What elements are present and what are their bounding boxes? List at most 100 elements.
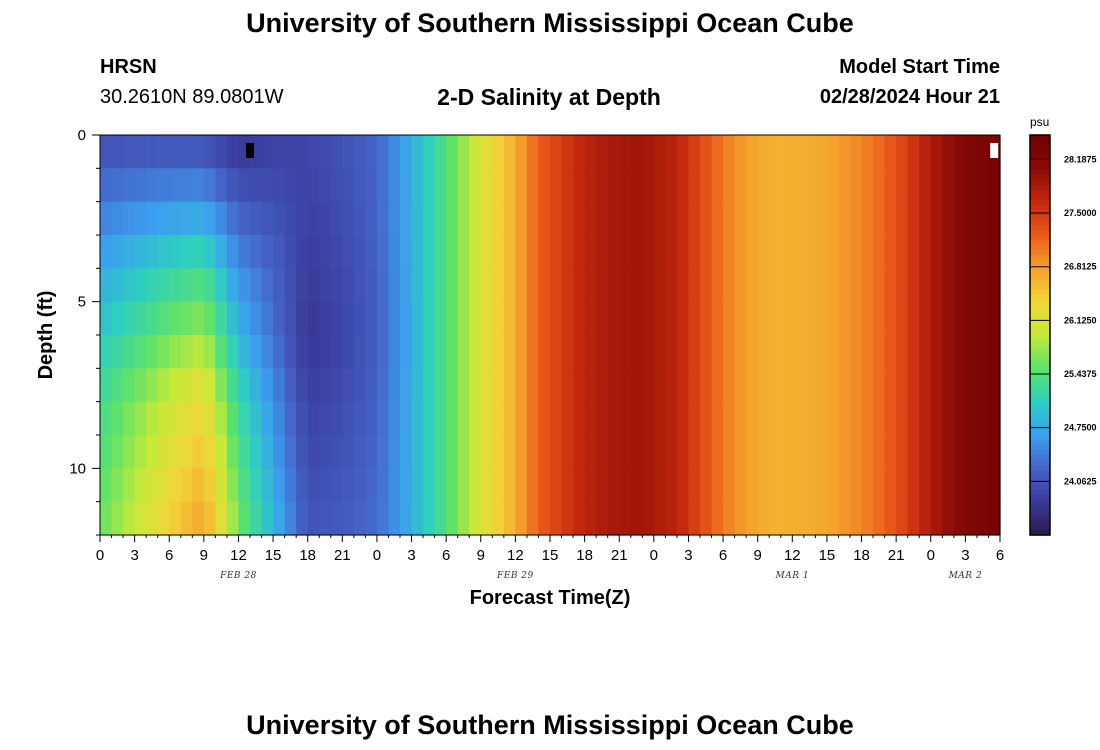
heatmap-cell (353, 368, 366, 403)
heatmap-cell (550, 235, 563, 269)
heatmap-cell (734, 201, 747, 236)
heatmap-cell (734, 335, 747, 369)
heatmap-cell (284, 301, 297, 336)
heatmap-cell (319, 235, 332, 269)
heatmap-cell (215, 468, 228, 503)
heatmap-cell (400, 201, 413, 236)
heatmap-cell (769, 468, 782, 503)
heatmap-cell (388, 268, 401, 303)
heatmap-cell (700, 268, 713, 303)
heatmap-cell (307, 368, 320, 403)
colorbar-band (1030, 145, 1050, 151)
heatmap-cell (988, 501, 1001, 536)
colorbar-unit: psu (1030, 115, 1049, 129)
heatmap-cell (642, 201, 655, 236)
heatmap-cell (284, 201, 297, 236)
heatmap-marker (246, 143, 254, 158)
heatmap-cell (711, 235, 724, 269)
heatmap-cell (953, 401, 966, 436)
heatmap-cell (953, 301, 966, 336)
heatmap-cell (388, 401, 401, 436)
heatmap-cell (607, 268, 620, 303)
heatmap-cell (492, 201, 505, 236)
heatmap-cell (353, 435, 366, 469)
heatmap-cell (642, 135, 655, 169)
heatmap-cell (561, 468, 574, 503)
heatmap-cell (492, 235, 505, 269)
heatmap-cell (146, 401, 159, 436)
heatmap-cell (665, 201, 678, 236)
heatmap-cell (146, 468, 159, 503)
heatmap-cell (169, 501, 182, 536)
heatmap-cell (180, 335, 193, 369)
heatmap-cell (100, 135, 113, 169)
heatmap-cell (503, 135, 516, 169)
heatmap-cell (100, 268, 113, 303)
heatmap-cell (330, 201, 343, 236)
heatmap-cell (676, 368, 690, 403)
heatmap-cell (596, 435, 609, 469)
heatmap-cell (284, 401, 297, 436)
heatmap-cell (342, 235, 355, 269)
heatmap-cell (434, 501, 447, 536)
colorbar-band (1030, 360, 1050, 366)
heatmap-cell (238, 335, 251, 369)
heatmap-cell (423, 401, 436, 436)
heatmap-cell (134, 201, 147, 236)
heatmap-cell (838, 401, 851, 436)
heatmap-cell (538, 335, 551, 369)
heatmap-cell (411, 135, 424, 169)
heatmap-cell (919, 368, 932, 403)
heatmap-cell (884, 268, 897, 303)
heatmap-cell (630, 135, 643, 169)
heatmap-cell (169, 201, 182, 236)
heatmap-cell (850, 168, 863, 203)
heatmap-cell (584, 301, 597, 336)
heatmap-cell (550, 401, 563, 436)
model-start-label: Model Start Time (839, 56, 1000, 78)
heatmap-cell (584, 235, 597, 269)
heatmap-cell (192, 335, 205, 369)
heatmap-cell (261, 335, 274, 369)
heatmap-cell (873, 468, 886, 503)
heatmap-cell (226, 401, 240, 436)
heatmap-cell (446, 235, 459, 269)
heatmap-cell (607, 201, 620, 236)
x-axis: 0 3 6 9 12 15 18 21 0 3 6 9 12 15 18 21 0 3 6 9 12 15 18 21 0 3 6 F… (96, 535, 1004, 581)
heatmap-cell (596, 301, 609, 336)
footer-title: University of Southern Mississippi Ocean… (246, 710, 854, 740)
heatmap-cell (930, 135, 943, 169)
heatmap-cell (503, 268, 516, 303)
heatmap-cell (573, 168, 586, 203)
heatmap-cell (469, 335, 482, 369)
heatmap-cell (515, 401, 528, 436)
heatmap-cell (480, 368, 493, 403)
heatmap-cell (873, 401, 886, 436)
heatmap-cell (503, 368, 516, 403)
heatmap-cell (746, 368, 759, 403)
heatmap-cell (123, 268, 136, 303)
heatmap-cell (446, 268, 459, 303)
colorbar-band (1030, 415, 1050, 421)
colorbar-band (1030, 310, 1050, 316)
heatmap-cell (411, 301, 424, 336)
colorbar-band (1030, 305, 1050, 311)
heatmap-cell (838, 368, 851, 403)
heatmap-cell (400, 335, 413, 369)
heatmap-cell (146, 501, 159, 536)
heatmap-cell (469, 368, 482, 403)
heatmap-cell (815, 368, 828, 403)
heatmap-cell (953, 268, 966, 303)
heatmap-cell (953, 168, 966, 203)
heatmap-cell (642, 301, 655, 336)
heatmap-cell (676, 401, 690, 436)
heatmap-cell (273, 168, 286, 203)
heatmap-cell (965, 435, 978, 469)
heatmap-cell (861, 168, 874, 203)
heatmap-cell (665, 135, 678, 169)
x-tick-label: 12 (784, 547, 801, 564)
colorbar-band (1030, 295, 1050, 301)
x-tick-label: 21 (888, 547, 905, 564)
heatmap-cell (907, 201, 920, 236)
heatmap-cell (711, 368, 724, 403)
